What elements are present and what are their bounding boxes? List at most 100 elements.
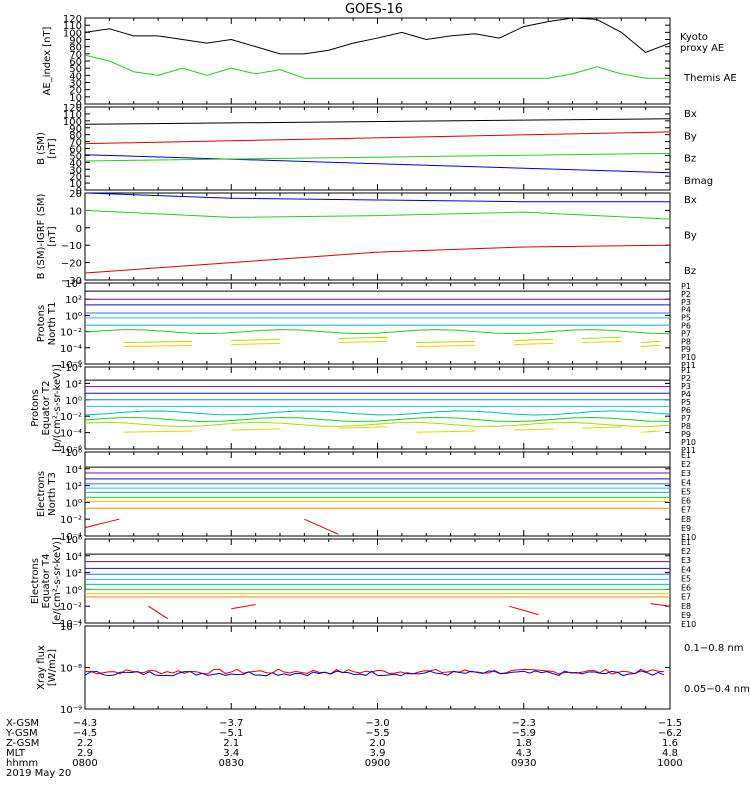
series-segment-p9 [123, 344, 193, 348]
x-axis-row-value: 4.8 [662, 748, 678, 759]
x-axis-row-value: 1.6 [662, 738, 678, 749]
y-tick-label: 10⁴ [65, 552, 82, 563]
legend-p2-p3: P3 [681, 382, 691, 391]
series-segment-p8 [640, 340, 661, 344]
y-tick-label: 120 [63, 103, 82, 114]
y-tick-label: 80 [69, 131, 82, 142]
y-tick-label: 10⁶ [65, 448, 82, 459]
y-tick-label: 110 [63, 21, 82, 32]
legend-bsm-by: By [684, 131, 697, 142]
y-tick-label: 80 [69, 43, 82, 54]
series-line-kyoto-proxy-ae [84, 54, 670, 79]
y-axis-label: Equator T4 [41, 554, 52, 609]
series-segment-p9 [231, 428, 281, 431]
legend-p2-p9: P9 [681, 430, 691, 439]
legend-bigrf-bx: Bx [684, 195, 697, 206]
y-tick-label: 10⁴ [65, 363, 82, 374]
legend-e1-e8: E8 [681, 515, 691, 524]
legend-kyoto-proxy-ae: Kyoto [680, 32, 708, 43]
legend-e2-e2: E2 [681, 547, 691, 556]
y-axis-label: Xray flux [36, 645, 47, 690]
series-segment-p9 [513, 428, 554, 431]
x-axis-row-value: −5.9 [512, 728, 536, 739]
series-segment-p8 [416, 340, 476, 344]
y-tick-label: 40 [69, 158, 82, 169]
legend-e1-e1: E1 [681, 451, 691, 460]
series-segment-p9 [582, 426, 622, 429]
legend-kyoto-proxy-ae: proxy AE [680, 43, 724, 54]
y-tick-label: 70 [69, 50, 82, 61]
x-axis-row-value: −2.3 [512, 718, 536, 729]
series-line-themis-ae [84, 17, 671, 55]
y-tick-label: 20 [69, 172, 82, 183]
legend-e2-e5: E5 [681, 574, 691, 583]
x-axis-row-value: −5.1 [219, 728, 243, 739]
y-tick-label: 10² [65, 295, 82, 306]
y-tick-label: 110 [63, 110, 82, 121]
x-axis-row-value: −1.5 [658, 718, 682, 729]
y-tick-label: 10⁶ [65, 535, 82, 546]
y-tick-label: 60 [69, 57, 82, 68]
y-tick-label: 10⁻⁴ [60, 344, 82, 355]
legend-bigrf-bz: Bz [684, 266, 696, 277]
y-tick-label: 10⁻² [60, 515, 82, 526]
series-segment-p8 [338, 336, 388, 339]
legend-p2-p1: P1 [681, 366, 691, 375]
legend-e1-e10: E10 [681, 533, 696, 542]
legend-e2-e10: E10 [681, 620, 696, 629]
y-axis-label: [p/(cm²-s-sr-keV)] [52, 364, 63, 452]
y-tick-label: 10⁻² [60, 602, 82, 613]
panel-p2: 10⁻⁶ 10⁻⁴ 10⁻² 10⁰ 10² 10⁴ Protons Equator T2 [p… [30, 363, 696, 456]
legend-e2-e8: E8 [681, 602, 691, 611]
y-tick-label: 60 [69, 145, 82, 156]
x-axis-row-value: −6.2 [658, 728, 682, 739]
y-tick-label: 30 [69, 79, 82, 90]
figure-title: GOES-16 [345, 2, 403, 17]
series-segment-p9 [640, 430, 661, 433]
legend-p1-p1: P1 [681, 282, 691, 291]
series-line-p7 [84, 416, 671, 423]
x-axis-row-value: −3.7 [219, 718, 243, 729]
panel-frame [84, 17, 671, 105]
legend-p1-p3: P3 [681, 298, 691, 307]
series-line-xray-1 [84, 670, 665, 677]
y-axis-label: Protons [36, 305, 47, 342]
x-axis-row-value: −3.0 [365, 718, 389, 729]
y-tick-label: 120 [63, 14, 82, 25]
series-segment-p8 [513, 338, 554, 342]
y-tick-label: 70 [69, 138, 82, 149]
date-label: 2019 May 20 [6, 768, 71, 779]
legend-themis-ae: Themis AE [683, 73, 737, 84]
y-tick-label: −20 [61, 259, 82, 270]
y-tick-label: 10⁻⁴ [60, 532, 82, 543]
x-axis-row-value: 0900 [365, 758, 390, 769]
legend-p1-p9: P9 [681, 345, 691, 354]
y-axis-label: Equator T2 [41, 381, 52, 436]
y-tick-label: 100 [63, 28, 82, 39]
x-axis-row-name: Z-GSM [6, 738, 39, 749]
legend-bsm-bmag: Bmag [684, 176, 713, 187]
legend-e1-e5: E5 [681, 487, 691, 496]
y-tick-label: 10⁻² [60, 328, 82, 339]
legend-p2-p4: P4 [681, 390, 691, 399]
panel-frame [84, 451, 671, 537]
panel-frame [84, 625, 671, 710]
series-line-bz [84, 244, 671, 274]
legend-e2-e1: E1 [681, 538, 691, 547]
series-segment-e10 [508, 605, 539, 616]
x-axis-row-name: hhmm [6, 758, 38, 769]
y-axis-label: North T3 [47, 472, 58, 516]
legend-e1-e7: E7 [681, 506, 691, 515]
legend-p2-p6: P6 [681, 406, 691, 415]
y-tick-label: 10 [69, 206, 82, 217]
series-line-bx [84, 154, 671, 174]
y-axis-label: [nT] [47, 138, 58, 158]
legend-p2-p11: P11 [681, 446, 696, 455]
x-axis-row-value: 2.2 [77, 738, 93, 749]
y-tick-label: 90 [69, 124, 82, 135]
y-axis-label: AE_index [nT] [42, 26, 53, 95]
